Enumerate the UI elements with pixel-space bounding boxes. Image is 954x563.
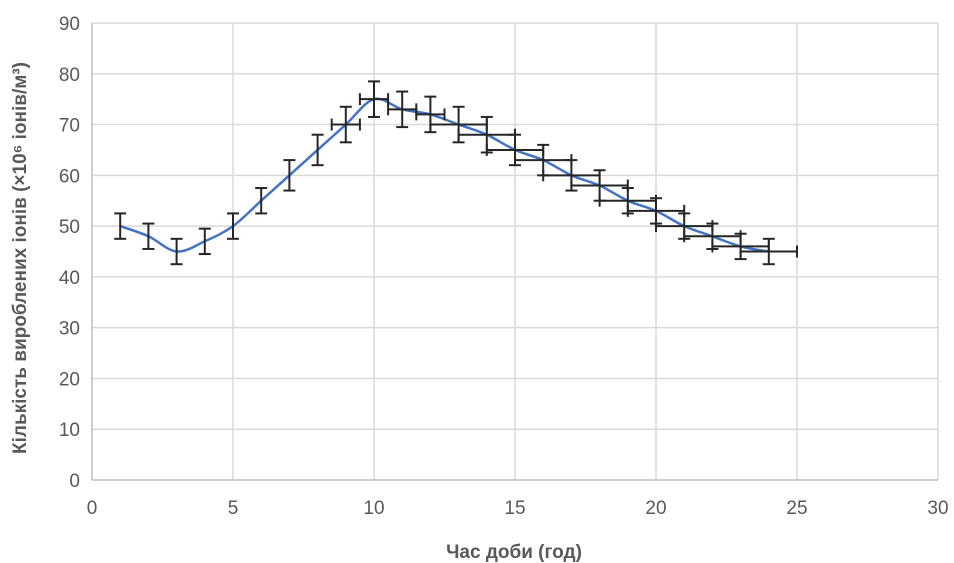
error-bar [255, 187, 268, 215]
y-tick-label: 60 [59, 166, 80, 187]
y-tick-label: 30 [59, 319, 80, 340]
y-tick-label: 80 [59, 65, 80, 86]
error-bar [142, 222, 155, 250]
y-tick-label: 40 [59, 268, 80, 289]
x-tick-label: 20 [645, 498, 666, 519]
error-bar [170, 237, 183, 266]
y-tick-label: 0 [69, 471, 80, 492]
y-tick-label: 20 [59, 369, 80, 390]
axes [91, 23, 938, 481]
y-tick-labels: 0 10 20 30 40 50 60 70 80 90 [59, 14, 80, 492]
x-axis-label: Час доби (год) [446, 542, 582, 563]
error-bar [739, 237, 798, 266]
x-tick-label: 15 [504, 498, 525, 519]
error-bar [311, 133, 324, 167]
grid-lines [92, 22, 939, 480]
x-tick-label: 10 [363, 498, 384, 519]
x-tick-label: 5 [228, 498, 239, 519]
y-axis-label: Кількість вироблених іонів (×10⁶ іонів/м… [10, 62, 31, 454]
y-tick-label: 70 [59, 116, 80, 137]
x-tick-label: 0 [87, 498, 98, 519]
x-tick-labels: 0 5 10 15 20 25 30 [87, 498, 949, 519]
error-bar [114, 212, 127, 240]
error-bar [330, 105, 361, 144]
y-tick-label: 90 [59, 14, 80, 35]
y-tick-label: 10 [59, 420, 80, 441]
x-tick-label: 25 [786, 498, 807, 519]
error-bar [227, 212, 239, 240]
y-tick-label: 50 [59, 217, 80, 238]
error-bar [283, 159, 296, 192]
error-bar [198, 227, 211, 256]
x-tick-label: 30 [927, 498, 948, 519]
error-bars [114, 80, 798, 266]
error-bar [626, 197, 686, 225]
error-bar [358, 80, 390, 118]
error-bar [387, 90, 418, 129]
